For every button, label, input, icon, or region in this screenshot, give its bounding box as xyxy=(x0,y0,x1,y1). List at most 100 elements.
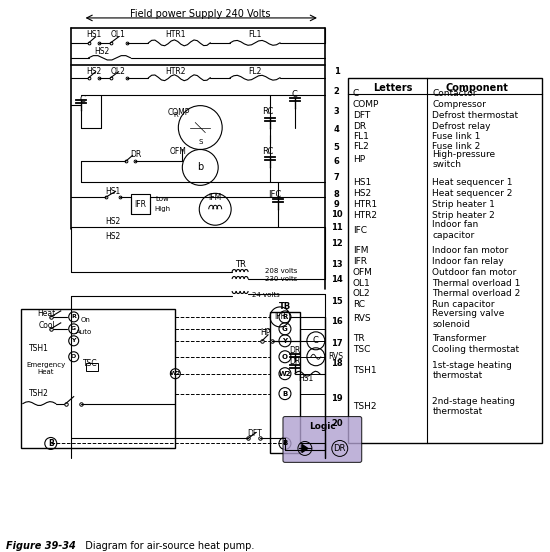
Text: W2: W2 xyxy=(170,371,181,376)
Bar xyxy=(270,312,300,453)
Text: 7: 7 xyxy=(334,173,340,182)
Text: Strip heater 2: Strip heater 2 xyxy=(432,211,495,220)
Text: Contactor: Contactor xyxy=(432,89,477,98)
Text: Fuse link 1: Fuse link 1 xyxy=(432,132,481,141)
Text: b: b xyxy=(197,162,204,172)
Text: Field power Supply 240 Volts: Field power Supply 240 Volts xyxy=(130,9,271,19)
Text: Figure 39-34: Figure 39-34 xyxy=(6,541,76,551)
Text: IFM: IFM xyxy=(208,193,222,203)
Text: DR: DR xyxy=(353,122,366,131)
Text: OL2: OL2 xyxy=(111,67,126,76)
Text: Auto: Auto xyxy=(76,329,92,335)
Text: DFT: DFT xyxy=(248,429,262,438)
Text: RC: RC xyxy=(262,107,274,116)
Text: HS2: HS2 xyxy=(105,232,120,241)
Polygon shape xyxy=(302,444,308,453)
Text: HS2: HS2 xyxy=(105,217,120,226)
Text: OL1: OL1 xyxy=(353,279,371,288)
Text: G: G xyxy=(282,326,288,332)
Text: G: G xyxy=(71,326,76,331)
Text: C: C xyxy=(80,95,86,104)
Text: DR: DR xyxy=(289,346,300,355)
Text: 2nd-stage heating
thermostat: 2nd-stage heating thermostat xyxy=(432,397,515,416)
Text: 208 volts: 208 volts xyxy=(265,268,298,274)
Text: Defrost thermostat: Defrost thermostat xyxy=(432,111,519,120)
Text: Heat sequencer 1: Heat sequencer 1 xyxy=(432,178,513,187)
Text: 24 volts: 24 volts xyxy=(252,292,280,298)
Text: RVS: RVS xyxy=(328,352,343,361)
Text: HTR2: HTR2 xyxy=(353,211,377,220)
Text: TSH2: TSH2 xyxy=(29,389,49,398)
Text: 10: 10 xyxy=(331,210,343,219)
Bar xyxy=(130,194,151,214)
Text: 9: 9 xyxy=(334,200,340,209)
Text: 6: 6 xyxy=(334,157,340,166)
Text: Run capacitor: Run capacitor xyxy=(432,300,495,310)
Text: FL1: FL1 xyxy=(353,132,368,141)
Text: W2: W2 xyxy=(279,371,291,376)
Text: Transformer: Transformer xyxy=(432,335,487,343)
Text: O: O xyxy=(282,354,288,360)
Bar xyxy=(86,363,97,371)
Text: HS1: HS1 xyxy=(86,30,101,39)
Text: Indoor fan motor: Indoor fan motor xyxy=(432,246,509,254)
Text: OL1: OL1 xyxy=(111,30,126,39)
Text: IFM: IFM xyxy=(353,246,368,254)
Text: 5: 5 xyxy=(334,143,340,152)
Text: C: C xyxy=(292,90,298,99)
Text: C: C xyxy=(313,336,319,346)
Text: Y: Y xyxy=(72,338,76,343)
Text: Strip heater 1: Strip heater 1 xyxy=(432,200,496,209)
Text: TSC: TSC xyxy=(84,359,98,368)
Text: COMP: COMP xyxy=(353,100,379,109)
Text: DR: DR xyxy=(130,150,141,159)
Text: 1st-stage heating
thermostat: 1st-stage heating thermostat xyxy=(432,361,513,380)
Text: R: R xyxy=(72,315,76,320)
Text: TSH1: TSH1 xyxy=(29,344,49,353)
Text: O: O xyxy=(71,354,76,359)
Text: 1: 1 xyxy=(334,67,340,76)
Text: Thermal overload 1: Thermal overload 1 xyxy=(432,279,521,288)
Text: 15: 15 xyxy=(331,298,343,306)
Text: Component: Component xyxy=(446,83,509,93)
Text: FL2: FL2 xyxy=(353,142,368,151)
Text: B: B xyxy=(282,391,288,397)
Text: RC: RC xyxy=(353,300,365,310)
Text: 14: 14 xyxy=(331,274,343,284)
Text: 18: 18 xyxy=(331,359,343,368)
Text: TR: TR xyxy=(235,259,245,269)
Text: 4: 4 xyxy=(334,125,340,134)
Text: FL2: FL2 xyxy=(249,67,262,76)
Text: 19: 19 xyxy=(331,394,343,403)
Text: FL1: FL1 xyxy=(249,30,262,39)
Text: On: On xyxy=(81,317,91,323)
Text: Indoor fan relay: Indoor fan relay xyxy=(432,257,504,266)
Text: DR: DR xyxy=(289,357,300,366)
Text: Emergency
Heat: Emergency Heat xyxy=(26,362,65,375)
Text: HS2: HS2 xyxy=(86,67,101,76)
Text: TSC: TSC xyxy=(353,346,370,354)
Text: Heat: Heat xyxy=(37,310,56,319)
Text: HS2: HS2 xyxy=(353,189,371,198)
Text: COMP: COMP xyxy=(167,108,190,116)
Text: C: C xyxy=(353,89,359,98)
Text: TR: TR xyxy=(353,335,364,343)
Text: Compressor: Compressor xyxy=(432,100,486,109)
Text: OFM: OFM xyxy=(353,268,372,277)
Text: High-pressure
switch: High-pressure switch xyxy=(432,150,496,169)
Text: Thermal overload 2: Thermal overload 2 xyxy=(432,289,521,299)
Text: Letters: Letters xyxy=(373,83,412,93)
Text: HP: HP xyxy=(260,328,270,337)
Text: 8: 8 xyxy=(334,190,340,199)
Text: 11: 11 xyxy=(331,222,343,232)
Text: DFT: DFT xyxy=(353,111,370,120)
Text: HTR1: HTR1 xyxy=(165,30,185,39)
Text: IFR: IFR xyxy=(274,312,286,321)
Text: RVS: RVS xyxy=(353,315,370,323)
Text: S: S xyxy=(198,139,202,145)
Text: RC: RC xyxy=(262,147,274,156)
FancyBboxPatch shape xyxy=(283,417,362,463)
Text: 16: 16 xyxy=(331,317,343,326)
Text: 17: 17 xyxy=(331,339,343,348)
Text: 20: 20 xyxy=(331,419,343,428)
